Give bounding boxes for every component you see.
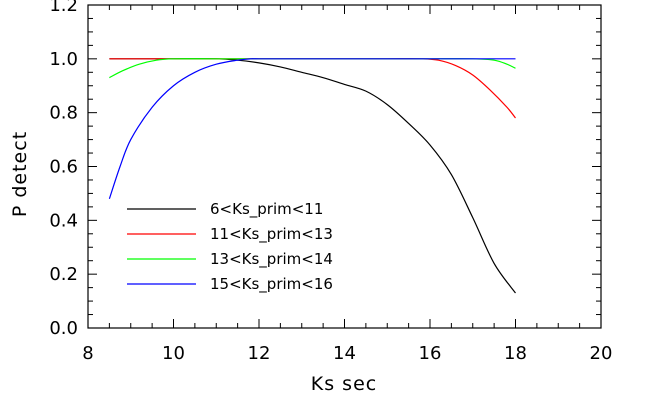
series-line-4 xyxy=(108,58,516,199)
y-tick-label: 0.6 xyxy=(49,157,78,178)
y-axis-title: P detect xyxy=(9,131,31,217)
plot-area xyxy=(87,4,602,329)
plot-frame xyxy=(87,4,602,329)
x-tick-label: 18 xyxy=(504,343,527,364)
y-tick-label: 0.2 xyxy=(49,264,78,285)
x-tick-label: 16 xyxy=(419,343,442,364)
y-tick-label: 0.4 xyxy=(49,210,78,231)
x-tick-label: 10 xyxy=(162,343,185,364)
x-tick-label: 20 xyxy=(590,343,613,364)
legend-label-2: 11<Ks_prim<13 xyxy=(210,225,333,244)
y-tick-label: 0.8 xyxy=(49,103,78,124)
x-tick-label: 14 xyxy=(333,343,356,364)
legend-label-3: 13<Ks_prim<14 xyxy=(210,250,333,269)
y-tick-label: 1.2 xyxy=(49,0,78,16)
legend-label-4: 15<Ks_prim<16 xyxy=(210,275,333,294)
legend-label-1: 6<Ks_prim<11 xyxy=(210,200,323,219)
y-tick-label: 1.0 xyxy=(49,49,78,70)
x-axis-title: Ks sec xyxy=(311,373,377,395)
legend: 6<Ks_prim<11 11<Ks_prim<13 13<Ks_prim<14 15… xyxy=(127,200,333,294)
series-layer xyxy=(108,58,516,294)
axes-layer: 8 10 12 14 16 18 20 0.0 0.2 0.4 0.6 0.8 1.0 1.2 xyxy=(49,0,612,364)
x-tick-label: 8 xyxy=(82,343,93,364)
x-tick-label: 12 xyxy=(248,343,271,364)
y-tick-label: 0.0 xyxy=(49,318,78,339)
